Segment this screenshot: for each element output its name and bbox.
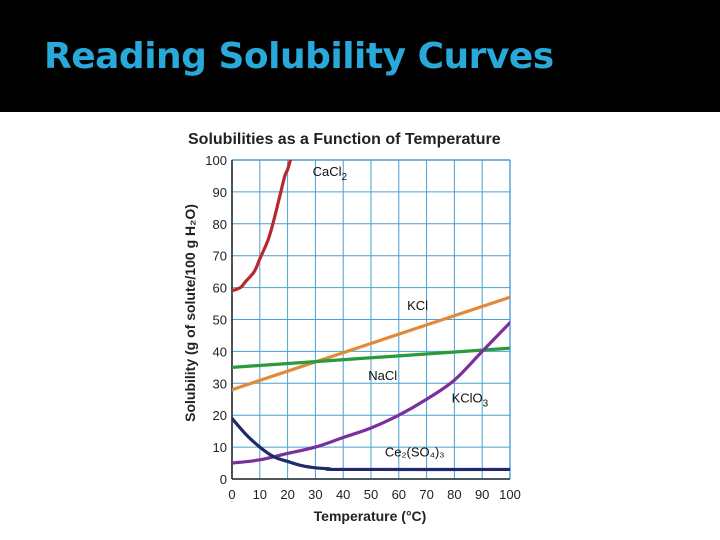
chart-series (232, 160, 510, 472)
series-line-ce-so (232, 416, 510, 472)
slide-title: Reading Solubility Curves (44, 36, 554, 77)
series-labels: CaCl2 KCl NaCl KClO3 Ce₂(SO₄)₃ (313, 164, 489, 460)
series-label-kclo: KClO3 (452, 390, 489, 409)
y-tick-label: 80 (213, 217, 227, 232)
chart-title: Solubilities as a Function of Temperatur… (188, 131, 501, 148)
x-tick-label: 30 (308, 487, 322, 502)
y-tick-label: 20 (213, 408, 227, 423)
y-tick-label: 70 (213, 249, 227, 264)
y-tick-label: 60 (213, 281, 227, 296)
x-tick-label: 40 (336, 487, 350, 502)
chart-grid (231, 159, 511, 480)
series-line-cacl (232, 160, 293, 293)
series-line-kcl (232, 295, 510, 392)
series-label-cacl: CaCl2 (313, 164, 348, 183)
x-tick-label: 60 (392, 487, 406, 502)
y-tick-label: 0 (220, 472, 227, 487)
y-tick-label: 100 (205, 153, 227, 168)
title-bar (0, 0, 720, 112)
x-axis-label: Temperature (°C) (314, 508, 427, 524)
series-label-kcl: KCl (407, 298, 428, 313)
chart-ticks: 0 10 20 30 40 50 60 70 80 90 100 0 10 20 30 40 50 60 70 80 9… (205, 153, 521, 502)
x-tick-label: 10 (253, 487, 267, 502)
x-tick-label: 20 (280, 487, 294, 502)
y-tick-label: 30 (213, 376, 227, 391)
series-line-nacl (232, 346, 510, 369)
y-tick-label: 90 (213, 185, 227, 200)
x-tick-label: 80 (447, 487, 461, 502)
series-label-nacl: NaCl (368, 368, 397, 383)
x-tick-label: 50 (364, 487, 378, 502)
y-tick-label: 40 (213, 344, 227, 359)
y-tick-label: 50 (213, 313, 227, 328)
y-axis-label: Solubility (g of solute/100 g H₂O) (182, 204, 198, 422)
series-label-ce-so: Ce₂(SO₄)₃ (385, 445, 445, 460)
series-line-kclo (232, 321, 510, 465)
x-tick-label: 70 (419, 487, 433, 502)
x-tick-label: 0 (228, 487, 235, 502)
x-tick-label: 90 (475, 487, 489, 502)
x-tick-label: 100 (499, 487, 521, 502)
y-tick-label: 10 (213, 440, 227, 455)
